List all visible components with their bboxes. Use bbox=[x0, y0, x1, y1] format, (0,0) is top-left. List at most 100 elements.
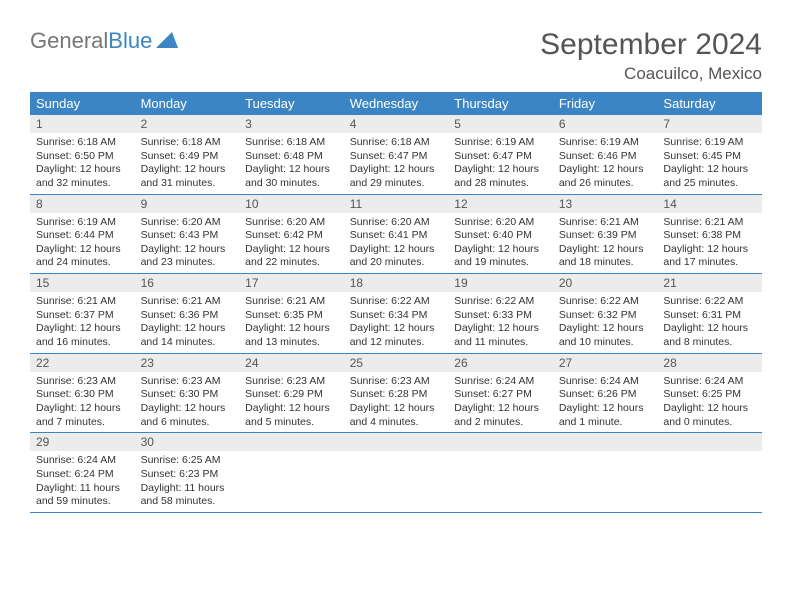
calendar-cell: 3Sunrise: 6:18 AMSunset: 6:48 PMDaylight… bbox=[239, 115, 344, 194]
calendar-week: 1Sunrise: 6:18 AMSunset: 6:50 PMDaylight… bbox=[30, 115, 762, 195]
daylight-text: Daylight: 12 hours and 1 minute. bbox=[559, 402, 652, 429]
sunrise-text: Sunrise: 6:20 AM bbox=[350, 216, 443, 230]
logo-text-1: General bbox=[30, 28, 108, 54]
day-number: 22 bbox=[30, 354, 135, 372]
daylight-text: Daylight: 12 hours and 16 minutes. bbox=[36, 322, 129, 349]
calendar-cell: 27Sunrise: 6:24 AMSunset: 6:26 PMDayligh… bbox=[553, 354, 658, 433]
day-body bbox=[657, 451, 762, 457]
day-number: 2 bbox=[135, 115, 240, 133]
day-number bbox=[553, 433, 658, 451]
day-body: Sunrise: 6:23 AMSunset: 6:28 PMDaylight:… bbox=[344, 372, 449, 433]
calendar-cell: 8Sunrise: 6:19 AMSunset: 6:44 PMDaylight… bbox=[30, 195, 135, 274]
sunrise-text: Sunrise: 6:21 AM bbox=[663, 216, 756, 230]
sunset-text: Sunset: 6:30 PM bbox=[141, 388, 234, 402]
sunrise-text: Sunrise: 6:24 AM bbox=[454, 375, 547, 389]
day-body: Sunrise: 6:18 AMSunset: 6:48 PMDaylight:… bbox=[239, 133, 344, 194]
day-body: Sunrise: 6:23 AMSunset: 6:29 PMDaylight:… bbox=[239, 372, 344, 433]
daylight-text: Daylight: 12 hours and 2 minutes. bbox=[454, 402, 547, 429]
logo: GeneralBlue bbox=[30, 28, 178, 54]
daylight-text: Daylight: 12 hours and 17 minutes. bbox=[663, 243, 756, 270]
calendar-cell: 16Sunrise: 6:21 AMSunset: 6:36 PMDayligh… bbox=[135, 274, 240, 353]
day-number: 14 bbox=[657, 195, 762, 213]
day-body: Sunrise: 6:18 AMSunset: 6:50 PMDaylight:… bbox=[30, 133, 135, 194]
day-body: Sunrise: 6:23 AMSunset: 6:30 PMDaylight:… bbox=[30, 372, 135, 433]
day-body: Sunrise: 6:21 AMSunset: 6:38 PMDaylight:… bbox=[657, 213, 762, 274]
calendar-cell: 19Sunrise: 6:22 AMSunset: 6:33 PMDayligh… bbox=[448, 274, 553, 353]
sunset-text: Sunset: 6:46 PM bbox=[559, 150, 652, 164]
calendar-cell: 26Sunrise: 6:24 AMSunset: 6:27 PMDayligh… bbox=[448, 354, 553, 433]
calendar-week: 29Sunrise: 6:24 AMSunset: 6:24 PMDayligh… bbox=[30, 433, 762, 513]
sunset-text: Sunset: 6:33 PM bbox=[454, 309, 547, 323]
month-title: September 2024 bbox=[540, 28, 762, 62]
logo-text-2: Blue bbox=[108, 28, 152, 54]
day-number bbox=[657, 433, 762, 451]
sunset-text: Sunset: 6:24 PM bbox=[36, 468, 129, 482]
calendar-cell: 30Sunrise: 6:25 AMSunset: 6:23 PMDayligh… bbox=[135, 433, 240, 512]
sunset-text: Sunset: 6:45 PM bbox=[663, 150, 756, 164]
day-body: Sunrise: 6:20 AMSunset: 6:42 PMDaylight:… bbox=[239, 213, 344, 274]
calendar-cell: 5Sunrise: 6:19 AMSunset: 6:47 PMDaylight… bbox=[448, 115, 553, 194]
sunset-text: Sunset: 6:28 PM bbox=[350, 388, 443, 402]
page-header: GeneralBlue September 2024 Coacuilco, Me… bbox=[30, 28, 762, 84]
sunset-text: Sunset: 6:38 PM bbox=[663, 229, 756, 243]
daylight-text: Daylight: 11 hours and 59 minutes. bbox=[36, 482, 129, 509]
sunset-text: Sunset: 6:36 PM bbox=[141, 309, 234, 323]
calendar-cell: 12Sunrise: 6:20 AMSunset: 6:40 PMDayligh… bbox=[448, 195, 553, 274]
day-body: Sunrise: 6:19 AMSunset: 6:46 PMDaylight:… bbox=[553, 133, 658, 194]
daylight-text: Daylight: 12 hours and 12 minutes. bbox=[350, 322, 443, 349]
sunset-text: Sunset: 6:44 PM bbox=[36, 229, 129, 243]
daylight-text: Daylight: 12 hours and 29 minutes. bbox=[350, 163, 443, 190]
daylight-text: Daylight: 12 hours and 5 minutes. bbox=[245, 402, 338, 429]
daylight-text: Daylight: 12 hours and 7 minutes. bbox=[36, 402, 129, 429]
calendar-cell bbox=[239, 433, 344, 512]
sunrise-text: Sunrise: 6:20 AM bbox=[245, 216, 338, 230]
day-body: Sunrise: 6:21 AMSunset: 6:36 PMDaylight:… bbox=[135, 292, 240, 353]
title-block: September 2024 Coacuilco, Mexico bbox=[540, 28, 762, 84]
sunset-text: Sunset: 6:50 PM bbox=[36, 150, 129, 164]
day-body: Sunrise: 6:21 AMSunset: 6:39 PMDaylight:… bbox=[553, 213, 658, 274]
day-body: Sunrise: 6:22 AMSunset: 6:34 PMDaylight:… bbox=[344, 292, 449, 353]
calendar-cell: 28Sunrise: 6:24 AMSunset: 6:25 PMDayligh… bbox=[657, 354, 762, 433]
daylight-text: Daylight: 12 hours and 6 minutes. bbox=[141, 402, 234, 429]
triangle-icon bbox=[156, 28, 178, 54]
daylight-text: Daylight: 12 hours and 19 minutes. bbox=[454, 243, 547, 270]
sunset-text: Sunset: 6:31 PM bbox=[663, 309, 756, 323]
day-number: 18 bbox=[344, 274, 449, 292]
day-number: 8 bbox=[30, 195, 135, 213]
day-body: Sunrise: 6:21 AMSunset: 6:35 PMDaylight:… bbox=[239, 292, 344, 353]
day-body: Sunrise: 6:20 AMSunset: 6:43 PMDaylight:… bbox=[135, 213, 240, 274]
day-number: 26 bbox=[448, 354, 553, 372]
day-number: 21 bbox=[657, 274, 762, 292]
calendar-cell: 6Sunrise: 6:19 AMSunset: 6:46 PMDaylight… bbox=[553, 115, 658, 194]
day-name: Sunday bbox=[30, 92, 135, 115]
sunrise-text: Sunrise: 6:18 AM bbox=[141, 136, 234, 150]
calendar-cell: 20Sunrise: 6:22 AMSunset: 6:32 PMDayligh… bbox=[553, 274, 658, 353]
day-body bbox=[448, 451, 553, 457]
day-number: 3 bbox=[239, 115, 344, 133]
daylight-text: Daylight: 12 hours and 4 minutes. bbox=[350, 402, 443, 429]
sunrise-text: Sunrise: 6:20 AM bbox=[141, 216, 234, 230]
calendar-cell: 9Sunrise: 6:20 AMSunset: 6:43 PMDaylight… bbox=[135, 195, 240, 274]
daylight-text: Daylight: 12 hours and 11 minutes. bbox=[454, 322, 547, 349]
sunrise-text: Sunrise: 6:25 AM bbox=[141, 454, 234, 468]
day-number: 20 bbox=[553, 274, 658, 292]
day-name: Tuesday bbox=[239, 92, 344, 115]
day-body bbox=[239, 451, 344, 457]
calendar-cell bbox=[448, 433, 553, 512]
day-body bbox=[344, 451, 449, 457]
day-number: 23 bbox=[135, 354, 240, 372]
sunrise-text: Sunrise: 6:19 AM bbox=[454, 136, 547, 150]
day-number bbox=[344, 433, 449, 451]
sunset-text: Sunset: 6:43 PM bbox=[141, 229, 234, 243]
sunrise-text: Sunrise: 6:19 AM bbox=[663, 136, 756, 150]
calendar-cell: 22Sunrise: 6:23 AMSunset: 6:30 PMDayligh… bbox=[30, 354, 135, 433]
day-number: 13 bbox=[553, 195, 658, 213]
day-body: Sunrise: 6:24 AMSunset: 6:25 PMDaylight:… bbox=[657, 372, 762, 433]
calendar-cell: 24Sunrise: 6:23 AMSunset: 6:29 PMDayligh… bbox=[239, 354, 344, 433]
sunrise-text: Sunrise: 6:23 AM bbox=[141, 375, 234, 389]
day-number: 24 bbox=[239, 354, 344, 372]
day-body: Sunrise: 6:25 AMSunset: 6:23 PMDaylight:… bbox=[135, 451, 240, 512]
sunrise-text: Sunrise: 6:21 AM bbox=[245, 295, 338, 309]
sunrise-text: Sunrise: 6:18 AM bbox=[36, 136, 129, 150]
sunset-text: Sunset: 6:35 PM bbox=[245, 309, 338, 323]
